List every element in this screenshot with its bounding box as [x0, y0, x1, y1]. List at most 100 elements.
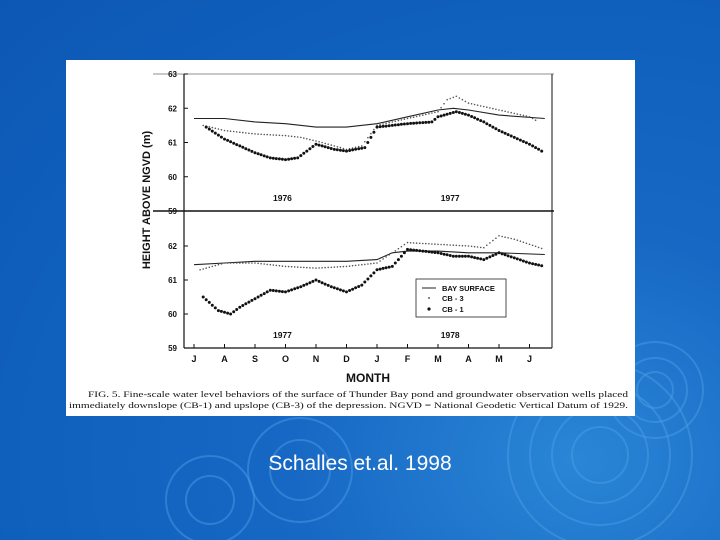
- month-label: S: [252, 354, 258, 364]
- point-cb3: [202, 268, 204, 270]
- point-cb3: [522, 114, 525, 117]
- point-cb3: [312, 267, 314, 269]
- point-cb1: [247, 148, 251, 152]
- point-cb3: [498, 235, 500, 237]
- legend-marker-cb1: [427, 307, 431, 311]
- month-label: M: [434, 354, 442, 364]
- point-cb1: [485, 256, 489, 260]
- point-cb3: [382, 123, 384, 125]
- point-cb3: [242, 131, 244, 134]
- point-cb1: [299, 285, 303, 289]
- point-cb1: [433, 251, 437, 254]
- point-cb3: [489, 107, 491, 109]
- point-cb3: [483, 105, 485, 108]
- point-cb3: [501, 235, 503, 238]
- point-cb3: [223, 262, 226, 264]
- point-cb1: [381, 266, 385, 270]
- point-cb3: [336, 146, 339, 148]
- point-cb1: [250, 149, 254, 153]
- point-cb1: [351, 287, 355, 291]
- point-cb3: [367, 136, 369, 139]
- point-cb3: [449, 97, 452, 100]
- point-cb3: [434, 111, 436, 114]
- y-axis-label: HEIGHT ABOVE NGVD (m): [141, 131, 153, 270]
- point-cb3: [199, 269, 201, 271]
- point-cb3: [208, 266, 211, 269]
- point-cb1: [524, 260, 528, 264]
- top-panel: 63 62 61 60 59 1976 1977: [168, 70, 545, 216]
- point-cb1: [253, 297, 257, 301]
- point-cb3: [373, 262, 375, 265]
- point-cb1: [384, 124, 388, 128]
- point-cb1: [232, 141, 236, 145]
- point-cb1: [216, 133, 220, 137]
- point-cb1: [238, 305, 242, 309]
- point-cb1: [399, 122, 403, 126]
- point-cb1: [424, 249, 428, 253]
- point-cb3: [422, 242, 424, 245]
- point-cb1: [357, 147, 361, 151]
- point-cb1: [390, 123, 394, 127]
- point-cb1: [494, 252, 498, 256]
- point-cb3: [342, 147, 345, 150]
- point-cb1: [210, 303, 214, 307]
- point-cb3: [327, 143, 330, 145]
- point-cb3: [336, 266, 339, 268]
- point-cb1: [445, 112, 449, 116]
- point-cb3: [306, 266, 308, 269]
- point-cb1: [470, 115, 474, 118]
- point-cb1: [470, 255, 474, 259]
- point-cb3: [434, 243, 436, 245]
- point-cb3: [257, 133, 259, 135]
- point-cb1: [497, 129, 501, 132]
- point-cb1: [393, 261, 397, 265]
- point-cb3: [260, 262, 262, 265]
- point-cb1: [262, 154, 266, 158]
- point-cb1: [473, 256, 477, 260]
- point-cb1: [357, 285, 361, 288]
- point-cb3: [263, 263, 265, 265]
- point-cb1: [375, 268, 379, 272]
- point-cb1: [409, 248, 413, 252]
- point-cb3: [443, 102, 445, 105]
- ripple-ring: [269, 439, 331, 501]
- point-cb1: [244, 147, 248, 151]
- point-cb1: [427, 250, 431, 254]
- point-cb1: [210, 129, 214, 133]
- point-cb3: [403, 243, 406, 246]
- point-cb3: [373, 128, 375, 131]
- point-cb3: [361, 263, 363, 266]
- point-cb1: [409, 121, 413, 125]
- point-cb1: [436, 115, 440, 119]
- point-cb1: [311, 279, 315, 283]
- point-cb3: [516, 239, 519, 241]
- point-cb1: [448, 254, 452, 257]
- point-cb1: [284, 158, 287, 162]
- point-cb1: [219, 135, 223, 139]
- point-cb1: [293, 156, 297, 160]
- point-cb3: [220, 129, 223, 131]
- point-cb3: [214, 127, 217, 130]
- point-cb3: [385, 256, 387, 258]
- point-cb1: [311, 145, 315, 148]
- point-cb1: [500, 130, 504, 134]
- point-cb3: [486, 106, 488, 108]
- point-cb1: [219, 309, 223, 313]
- point-cb3: [281, 265, 284, 267]
- point-cb3: [519, 114, 522, 116]
- point-cb3: [458, 244, 461, 247]
- point-cb3: [272, 264, 275, 266]
- point-cb3: [361, 145, 363, 147]
- point-cb3: [251, 132, 253, 135]
- bottom-panel: 62 61 60 59 1977 1978: [168, 235, 545, 353]
- point-cb1: [393, 123, 397, 127]
- point-cb3: [461, 98, 464, 101]
- x-axis-label: MONTH: [346, 371, 390, 385]
- point-cb1: [372, 130, 376, 134]
- point-cb1: [280, 157, 284, 161]
- point-cb3: [220, 263, 223, 265]
- point-cb3: [321, 267, 323, 269]
- point-cb1: [226, 311, 230, 315]
- point-cb1: [326, 283, 330, 287]
